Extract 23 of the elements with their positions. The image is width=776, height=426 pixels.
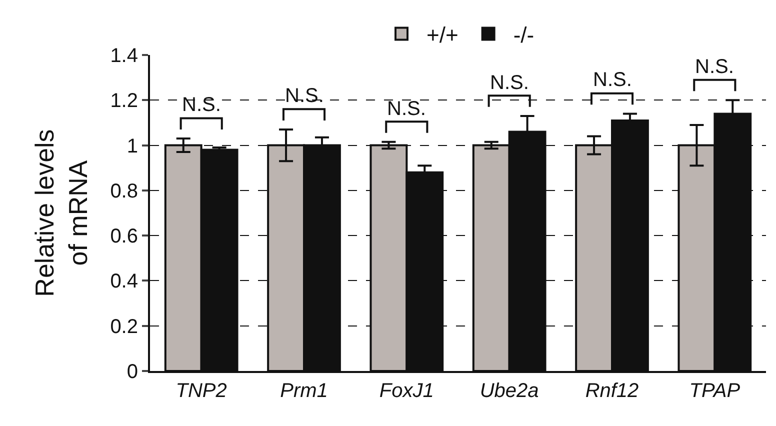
annotation: N.S. <box>182 94 221 116</box>
annotation: N.S. <box>593 69 632 91</box>
y-tick-label: 0 <box>126 361 138 383</box>
annotation: N.S. <box>285 85 324 107</box>
annotation: N.S. <box>695 56 734 78</box>
y-tick-label: 0.4 <box>110 270 138 293</box>
y-tick-label: 0.8 <box>110 180 138 202</box>
annotation: N.S. <box>490 72 529 94</box>
y-tick-label: 0.6 <box>110 226 138 248</box>
y-tick-label: 1 <box>126 135 138 158</box>
x-tick-label: TPAP <box>689 380 741 402</box>
y-tick-label: 0.2 <box>110 316 138 338</box>
x-tick-label: Prm1 <box>280 380 328 402</box>
legend-label: -/- <box>513 22 534 48</box>
legend-label: +/+ <box>426 22 458 48</box>
annotation: N.S. <box>387 98 426 120</box>
y-axis-title: Relative levels of mRNA <box>29 129 94 297</box>
y-tick-label: 1.4 <box>110 45 138 67</box>
y-tick-label: 1.2 <box>110 90 138 112</box>
x-tick-label: Rnf12 <box>585 380 639 402</box>
x-tick-label: TNP2 <box>176 380 227 402</box>
x-tick-label: Ube2a <box>480 380 539 402</box>
x-tick-label: FoxJ1 <box>379 380 434 402</box>
